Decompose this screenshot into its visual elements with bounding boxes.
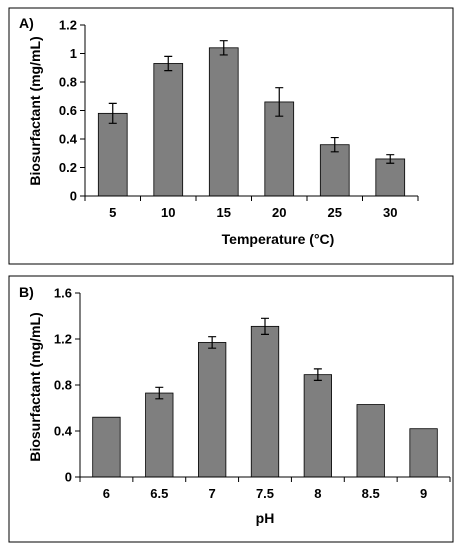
- panel-a-error-bar: [330, 136, 339, 153]
- panel-a-y-axis-title: Biosurfactant (mg/mL): [27, 36, 43, 185]
- panel-a-y-tick-label: 1.2: [59, 18, 77, 33]
- panel-a-bar: [208, 47, 239, 197]
- panel-b-frame: [8, 275, 454, 543]
- panel-a-error-bar: [386, 154, 395, 164]
- panel-b-y-tick-label: 0: [65, 470, 72, 485]
- panel-b-bar: [197, 342, 227, 478]
- panel-a-x-axis-title: Temperature (°C): [222, 231, 335, 247]
- panel-a-error-bar: [275, 87, 284, 117]
- panel-b-x-tick-label: 9: [420, 486, 427, 501]
- panel-b-y-tick-label: 0.8: [54, 378, 72, 393]
- panel-b-error-bar: [313, 368, 322, 381]
- panel-b-bar: [303, 374, 333, 478]
- panel-a-error-bar: [164, 55, 173, 72]
- panel-a-x-tick-label: 15: [217, 205, 231, 220]
- panel-b-x-tick-label: 8.5: [362, 486, 380, 501]
- panel-a-x-tick-label: 30: [383, 205, 397, 220]
- panel-b-y-tick-label: 1.2: [54, 332, 72, 347]
- panel-a-plot-area: 0 0.2 0.4 0.6 0.8 1 1.2 5 10 15 20 25 30: [59, 18, 419, 220]
- panel-b-x-tick-label: 6.5: [150, 486, 168, 501]
- panel-a-bar: [375, 158, 406, 197]
- panel-a-bar: [264, 101, 295, 197]
- panel-b-error-bar: [208, 336, 217, 349]
- panel-a-x-tick-label: 25: [328, 205, 342, 220]
- panel-b-bar: [92, 416, 121, 478]
- panel-b-error-bar: [155, 386, 164, 400]
- panel-a-y-tick-label: 0.4: [59, 132, 78, 147]
- panel-a-y-tick-label: 1: [70, 46, 77, 61]
- panel-a: A) Biosurfactant (mg/mL) Temperature (°C…: [8, 7, 454, 265]
- panel-a-y-tick-label: 0.2: [59, 160, 77, 175]
- panel-b-y-tick-label: 1.6: [54, 286, 72, 301]
- panel-a-x-tick-label: 10: [161, 205, 175, 220]
- panel-b-error-bar: [261, 317, 269, 335]
- panel-b-bar: [145, 392, 174, 478]
- panel-b-x-tick-label: 6: [103, 486, 110, 501]
- panel-a-y-tick-label: 0.8: [59, 75, 77, 90]
- panel-b-bar: [250, 325, 280, 478]
- panel-a-bar: [153, 63, 184, 197]
- panel-a-bar: [97, 112, 128, 197]
- panel-b-x-axis-title: pH: [256, 510, 275, 526]
- panel-b-label: B): [19, 284, 34, 300]
- panel-a-x-tick-label: 20: [272, 205, 286, 220]
- panel-b-plot-area: 0 0.4 0.8 1.2 1.6 6 6.5 7 7.5 8 8.5 9: [54, 286, 451, 501]
- panel-a-y-tick-label: 0.6: [59, 103, 77, 118]
- panel-a-error-bar: [108, 102, 117, 124]
- panel-a-x-tick-label: 5: [109, 205, 116, 220]
- panel-b-y-tick-label: 0.4: [54, 424, 73, 439]
- panel-b-y-axis-title: Biosurfactant (mg/mL): [27, 312, 43, 461]
- panel-b-bar: [356, 404, 385, 478]
- panel-a-y-tick-label: 0: [70, 189, 77, 204]
- panel-b: B) Biosurfactant (mg/mL) pH 0 0.4 0.8 1.2 1.…: [8, 275, 454, 543]
- panel-b-bar: [409, 428, 438, 478]
- panel-b-x-tick-label: 7: [209, 486, 216, 501]
- panel-a-error-bar: [219, 40, 228, 56]
- panel-b-x-tick-label: 8: [314, 486, 321, 501]
- panel-b-x-tick-label: 7.5: [256, 486, 274, 501]
- panel-a-label: A): [19, 15, 34, 31]
- panel-a-bar: [319, 144, 350, 197]
